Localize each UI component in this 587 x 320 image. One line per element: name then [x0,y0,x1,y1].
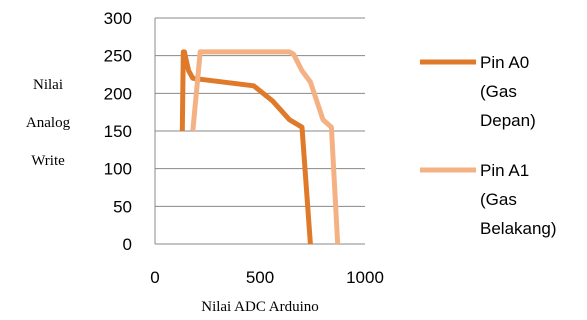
legend-label-line: Pin A0 [480,53,529,72]
y-axis-title: Nilai Analog Write [26,77,71,169]
series-line-2 [190,49,341,245]
y-tick-label: 0 [123,235,132,254]
y-tick-label: 300 [104,9,132,28]
x-tick-label: 500 [246,268,274,287]
y-axis-title-line: Nilai [33,77,63,93]
y-tick-label: 200 [104,84,132,103]
legend: Pin A0 (Gas Depan) Pin A1 (Gas Belakang) [420,53,557,238]
series-line-1 [179,49,313,245]
y-tick-label: 100 [104,160,132,179]
series-lines [179,49,341,245]
legend-label-line: Pin A1 [480,161,529,180]
legend-label-line: (Gas [480,82,517,101]
legend-label-line: Depan) [480,111,536,130]
x-tick-labels: 0 500 1000 [150,268,384,287]
y-tick-label: 250 [104,47,132,66]
x-tick-label: 0 [150,268,159,287]
y-axis-title-line: Write [31,153,65,169]
x-axis-title: Nilai ADC Arduino [201,299,319,315]
x-tick-label: 1000 [346,268,384,287]
legend-label-line: (Gas [480,190,517,209]
y-axis-title-line: Analog [26,115,71,131]
y-tick-labels: 0 50 100 150 200 250 300 [104,9,132,254]
legend-label-line: Belakang) [480,219,557,238]
y-tick-label: 50 [113,197,132,216]
y-tick-label: 150 [104,122,132,141]
